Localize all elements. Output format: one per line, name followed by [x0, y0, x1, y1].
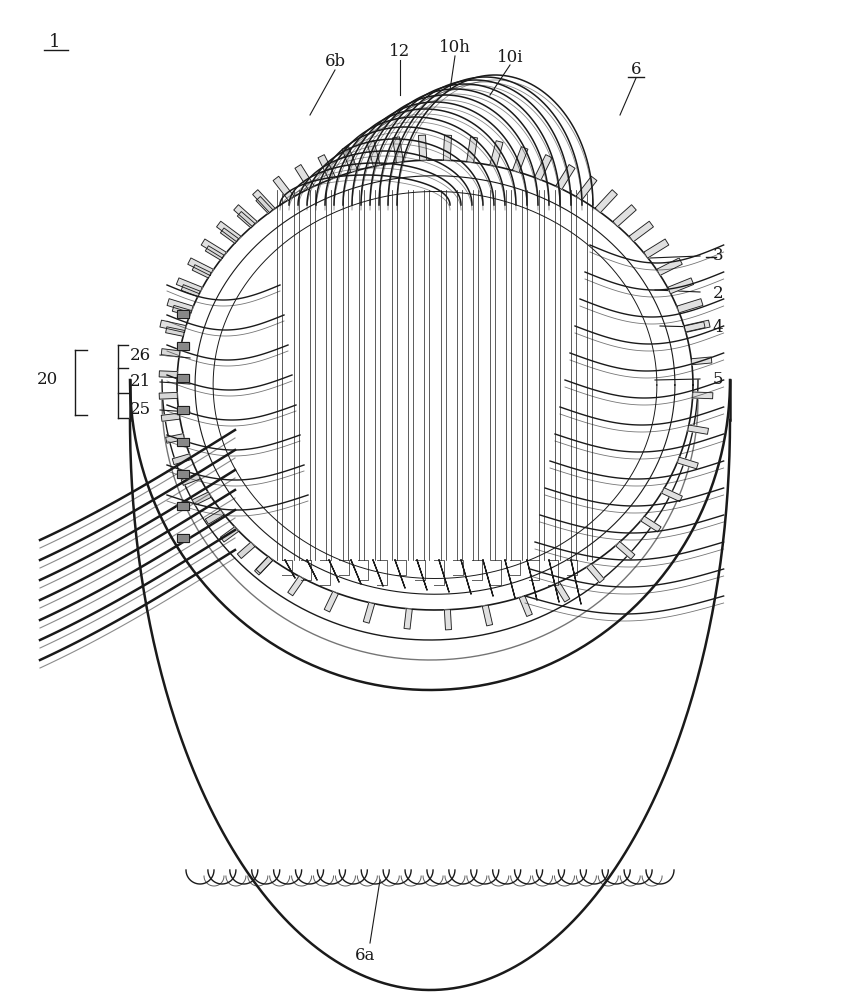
Polygon shape [217, 221, 241, 242]
Polygon shape [192, 492, 211, 505]
Text: 2: 2 [712, 284, 723, 302]
Text: 1: 1 [49, 33, 60, 51]
Bar [177, 470, 189, 478]
Polygon shape [234, 205, 257, 227]
Text: 20: 20 [37, 371, 58, 388]
Polygon shape [188, 258, 213, 275]
Polygon shape [159, 371, 178, 378]
Polygon shape [220, 527, 239, 542]
Polygon shape [661, 488, 683, 502]
Text: 3: 3 [712, 246, 723, 263]
Polygon shape [691, 357, 711, 365]
Polygon shape [684, 322, 705, 332]
Polygon shape [159, 392, 178, 399]
Polygon shape [166, 434, 184, 443]
Text: 4: 4 [712, 320, 723, 336]
Bar [177, 406, 189, 414]
Text: 6a: 6a [354, 946, 375, 964]
Polygon shape [167, 299, 193, 313]
Bar [177, 406, 189, 414]
Polygon shape [513, 147, 528, 173]
Polygon shape [629, 221, 654, 242]
Polygon shape [166, 327, 184, 336]
Bar [177, 438, 189, 446]
Polygon shape [418, 135, 427, 160]
Polygon shape [206, 246, 224, 260]
Polygon shape [613, 205, 636, 227]
Polygon shape [443, 135, 451, 160]
Polygon shape [490, 141, 503, 167]
Polygon shape [237, 212, 255, 228]
Text: 21: 21 [129, 373, 150, 390]
Polygon shape [668, 278, 694, 294]
Bar [177, 374, 189, 382]
Polygon shape [181, 473, 200, 485]
Polygon shape [295, 165, 314, 189]
Polygon shape [201, 239, 226, 258]
Polygon shape [393, 137, 404, 163]
Polygon shape [693, 392, 713, 399]
Bar [177, 470, 189, 478]
Polygon shape [256, 556, 273, 573]
Polygon shape [641, 516, 661, 532]
Polygon shape [586, 564, 604, 583]
Polygon shape [519, 596, 532, 616]
Bar [177, 310, 189, 318]
Text: 26: 26 [129, 347, 150, 363]
Polygon shape [273, 176, 294, 200]
Polygon shape [160, 320, 186, 332]
Polygon shape [162, 349, 180, 357]
Polygon shape [367, 141, 380, 167]
Polygon shape [684, 320, 710, 332]
Bar [177, 374, 189, 382]
Bar [177, 534, 189, 542]
Text: 6b: 6b [325, 53, 346, 70]
Text: 10i: 10i [496, 49, 524, 66]
Polygon shape [576, 176, 597, 200]
Bar [177, 502, 189, 510]
Polygon shape [220, 228, 239, 243]
Polygon shape [256, 197, 273, 214]
Polygon shape [318, 155, 336, 180]
Text: 5: 5 [713, 371, 723, 388]
Polygon shape [206, 510, 224, 524]
Polygon shape [467, 137, 478, 163]
Bar [177, 502, 189, 510]
Text: 25: 25 [129, 401, 150, 418]
Polygon shape [363, 602, 375, 623]
Polygon shape [173, 454, 191, 465]
Polygon shape [192, 265, 211, 278]
Text: 10h: 10h [439, 39, 471, 56]
Polygon shape [482, 605, 493, 626]
Polygon shape [181, 285, 200, 297]
Bar [177, 534, 189, 542]
Bar [177, 438, 189, 446]
Polygon shape [176, 278, 202, 294]
Polygon shape [255, 556, 273, 575]
Bar [177, 342, 189, 350]
Bar [177, 342, 189, 350]
Polygon shape [688, 425, 708, 434]
Polygon shape [615, 542, 635, 559]
Polygon shape [643, 239, 669, 258]
Polygon shape [554, 582, 570, 602]
Polygon shape [595, 190, 617, 213]
Polygon shape [445, 610, 451, 630]
Polygon shape [677, 457, 698, 469]
Polygon shape [237, 542, 255, 558]
Text: 12: 12 [389, 43, 411, 60]
Polygon shape [535, 155, 552, 180]
Bar [177, 310, 189, 318]
Polygon shape [342, 147, 358, 173]
Polygon shape [404, 609, 412, 629]
Polygon shape [324, 591, 338, 612]
Polygon shape [657, 258, 683, 275]
Text: 6: 6 [631, 62, 641, 79]
Polygon shape [252, 190, 275, 213]
Polygon shape [162, 413, 180, 421]
Polygon shape [677, 299, 703, 313]
Polygon shape [556, 165, 575, 189]
Polygon shape [173, 305, 191, 316]
Polygon shape [288, 576, 304, 596]
